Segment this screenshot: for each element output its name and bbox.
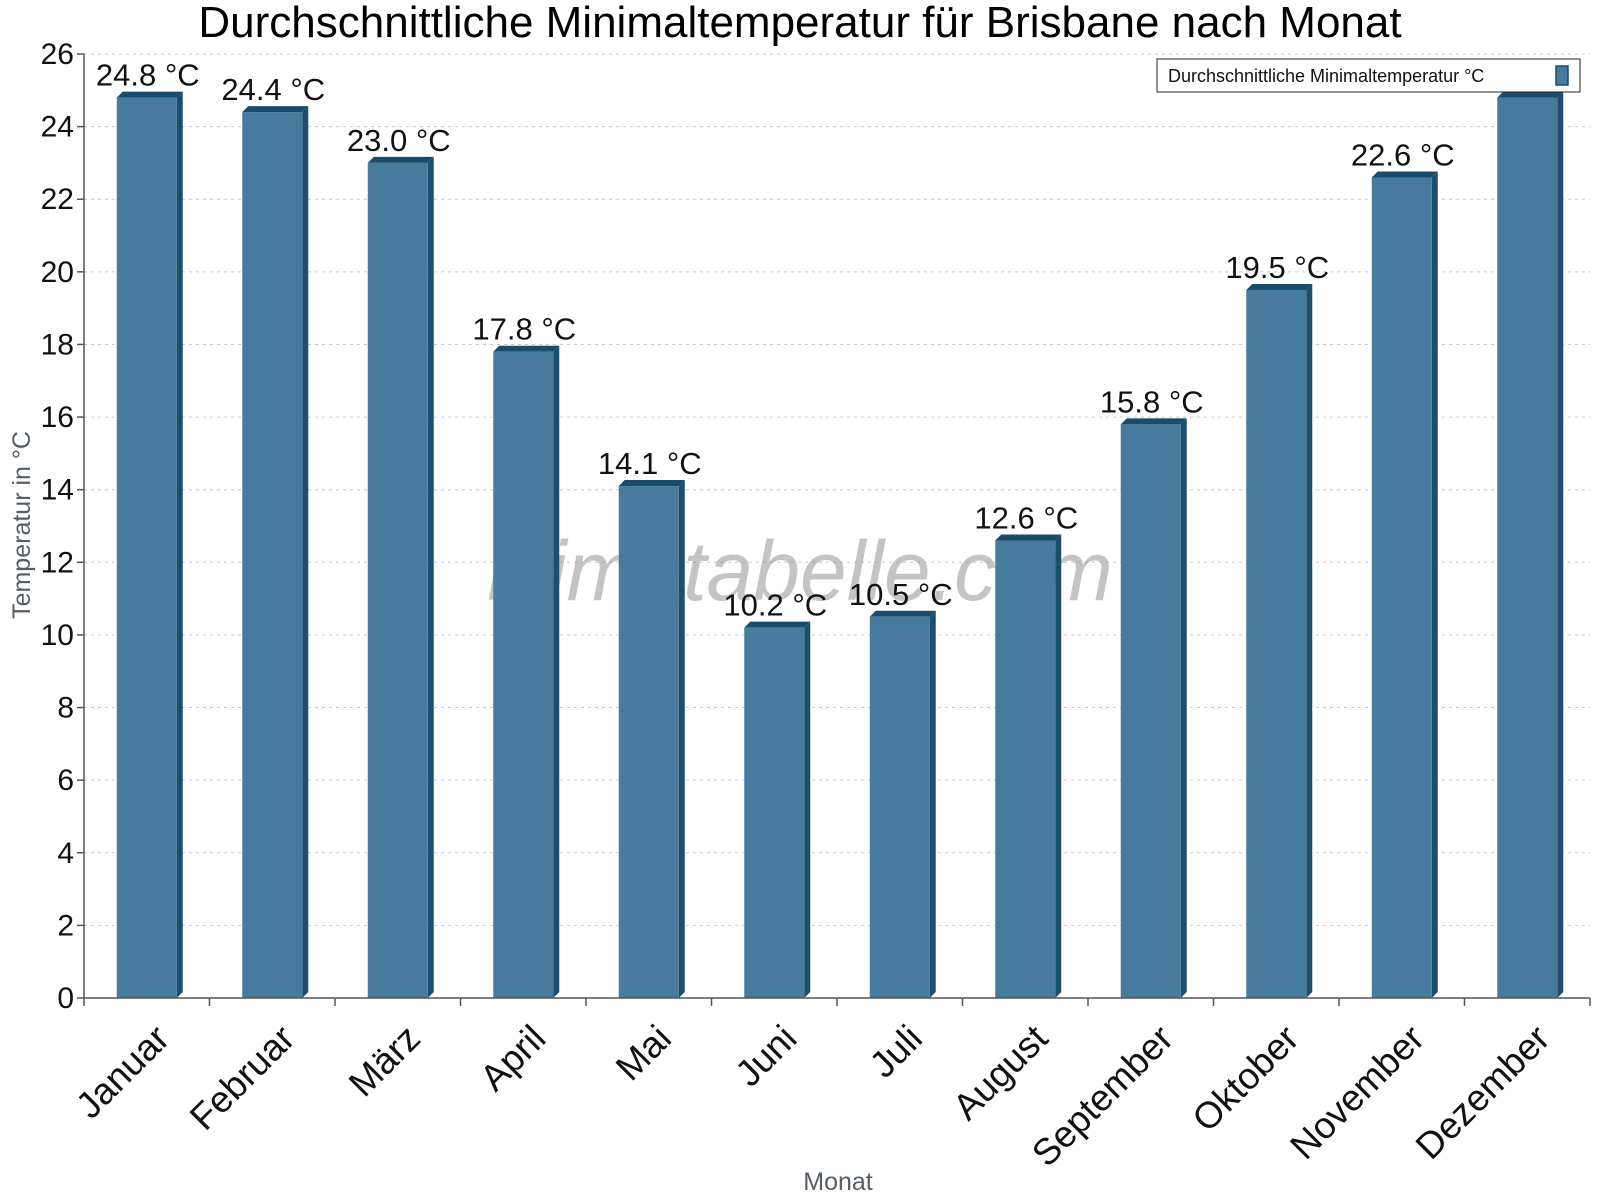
bar-side bbox=[804, 621, 811, 998]
bar-top bbox=[995, 534, 1062, 541]
y-tick-label: 0 bbox=[57, 982, 74, 1015]
y-tick-label: 18 bbox=[41, 328, 74, 361]
bar bbox=[1246, 284, 1313, 998]
y-tick-label: 20 bbox=[41, 256, 74, 289]
y-tick-label: 2 bbox=[57, 909, 74, 942]
bar-front bbox=[744, 627, 805, 998]
bar-side bbox=[1180, 418, 1187, 998]
bar-side bbox=[1557, 91, 1564, 999]
bar-top bbox=[116, 91, 183, 98]
bar bbox=[995, 534, 1062, 998]
y-axis-title: Temperatur in °C bbox=[8, 431, 36, 619]
y-tick-label: 10 bbox=[41, 619, 74, 652]
y-tick-label: 16 bbox=[41, 401, 74, 434]
bar-top bbox=[744, 621, 811, 628]
data-label: 24.8 °C bbox=[96, 58, 200, 93]
x-axis-title: Monat bbox=[803, 1168, 873, 1196]
x-tick-label: Februar bbox=[182, 1017, 303, 1138]
bar bbox=[242, 106, 309, 999]
x-tick-label: Oktober bbox=[1184, 1017, 1306, 1139]
bar-front bbox=[367, 162, 428, 998]
bar-side bbox=[1055, 534, 1062, 998]
bar-front bbox=[995, 540, 1056, 998]
bar-top bbox=[618, 480, 685, 487]
bar-side bbox=[678, 480, 685, 998]
data-label: 24.4 °C bbox=[221, 72, 325, 107]
x-tick-label: Januar bbox=[68, 1017, 177, 1126]
y-tick-label: 26 bbox=[41, 38, 74, 71]
legend-label: Durchschnittliche Minimaltemperatur °C bbox=[1168, 66, 1484, 86]
bar-front bbox=[116, 97, 177, 999]
y-tick-label: 6 bbox=[57, 764, 74, 797]
bar-top bbox=[1246, 284, 1313, 290]
chart-title: Durchschnittliche Minimaltemperatur für … bbox=[198, 0, 1401, 47]
bar bbox=[116, 91, 183, 999]
data-label: 22.6 °C bbox=[1351, 137, 1455, 172]
data-labels: 24.8 °C 24.4 °C 23.0 °C 17.8 °C 14.1 °C 10.2 … bbox=[96, 58, 1455, 623]
bar bbox=[1371, 171, 1438, 998]
x-tick-label: April bbox=[472, 1017, 553, 1098]
legend-box bbox=[1156, 58, 1581, 93]
x-tick-label: November bbox=[1282, 1017, 1432, 1167]
bar bbox=[618, 480, 685, 998]
legend-swatch bbox=[1555, 65, 1569, 86]
bar-front bbox=[1497, 97, 1558, 999]
bar-top bbox=[367, 156, 434, 163]
y-tick-label: 12 bbox=[41, 546, 74, 579]
bar-side bbox=[176, 91, 183, 999]
bar-front bbox=[493, 351, 554, 998]
bar-top bbox=[1371, 171, 1438, 178]
bar-side bbox=[302, 106, 309, 999]
bar-top bbox=[242, 106, 309, 113]
bar-front bbox=[869, 616, 930, 998]
bar-side bbox=[1306, 284, 1313, 998]
bar-top bbox=[869, 610, 936, 617]
bar-side bbox=[1431, 171, 1438, 998]
data-label: 19.5 °C bbox=[1225, 250, 1329, 285]
x-tick-label: August bbox=[945, 1017, 1056, 1128]
data-label: 10.5 °C bbox=[849, 577, 953, 612]
y-tick-label: 22 bbox=[41, 183, 74, 216]
x-tick-label: Juni bbox=[728, 1017, 805, 1094]
y-tick-label: 24 bbox=[41, 111, 74, 144]
bar-top bbox=[493, 345, 560, 352]
x-tick-label: März bbox=[341, 1017, 428, 1104]
bar-side bbox=[427, 156, 434, 998]
y-tick-label: 14 bbox=[41, 474, 74, 507]
bar-front bbox=[1120, 424, 1181, 998]
gridlines bbox=[84, 53, 1590, 926]
data-label: 12.6 °C bbox=[974, 501, 1078, 536]
legend: Durchschnittliche Minimaltemperatur °C bbox=[1156, 58, 1581, 93]
bar-front bbox=[618, 486, 679, 998]
bar-front bbox=[1246, 290, 1307, 998]
bar bbox=[1497, 91, 1564, 999]
data-label: 17.8 °C bbox=[472, 312, 576, 347]
bar-side bbox=[553, 345, 560, 998]
x-tick-label: Dezember bbox=[1408, 1017, 1558, 1167]
y-tick-label: 4 bbox=[57, 837, 74, 870]
bar-front bbox=[1371, 177, 1432, 998]
bar bbox=[1120, 418, 1187, 998]
bar bbox=[367, 156, 434, 998]
data-label: 10.2 °C bbox=[723, 588, 827, 623]
y-tick-label: 8 bbox=[57, 692, 74, 725]
bar-top bbox=[1120, 418, 1187, 425]
data-label: 15.8 °C bbox=[1100, 384, 1204, 419]
bar-front bbox=[242, 112, 303, 999]
data-label: 14.1 °C bbox=[598, 446, 702, 481]
bar bbox=[869, 610, 936, 998]
data-label: 23.0 °C bbox=[347, 123, 451, 158]
bar-side bbox=[929, 610, 936, 998]
x-tick-label: Juli bbox=[862, 1017, 930, 1085]
bars bbox=[116, 91, 1564, 999]
bar bbox=[744, 621, 811, 998]
bar-top bbox=[1497, 91, 1564, 98]
bar bbox=[493, 345, 560, 998]
x-tick-label: Mai bbox=[608, 1017, 679, 1088]
